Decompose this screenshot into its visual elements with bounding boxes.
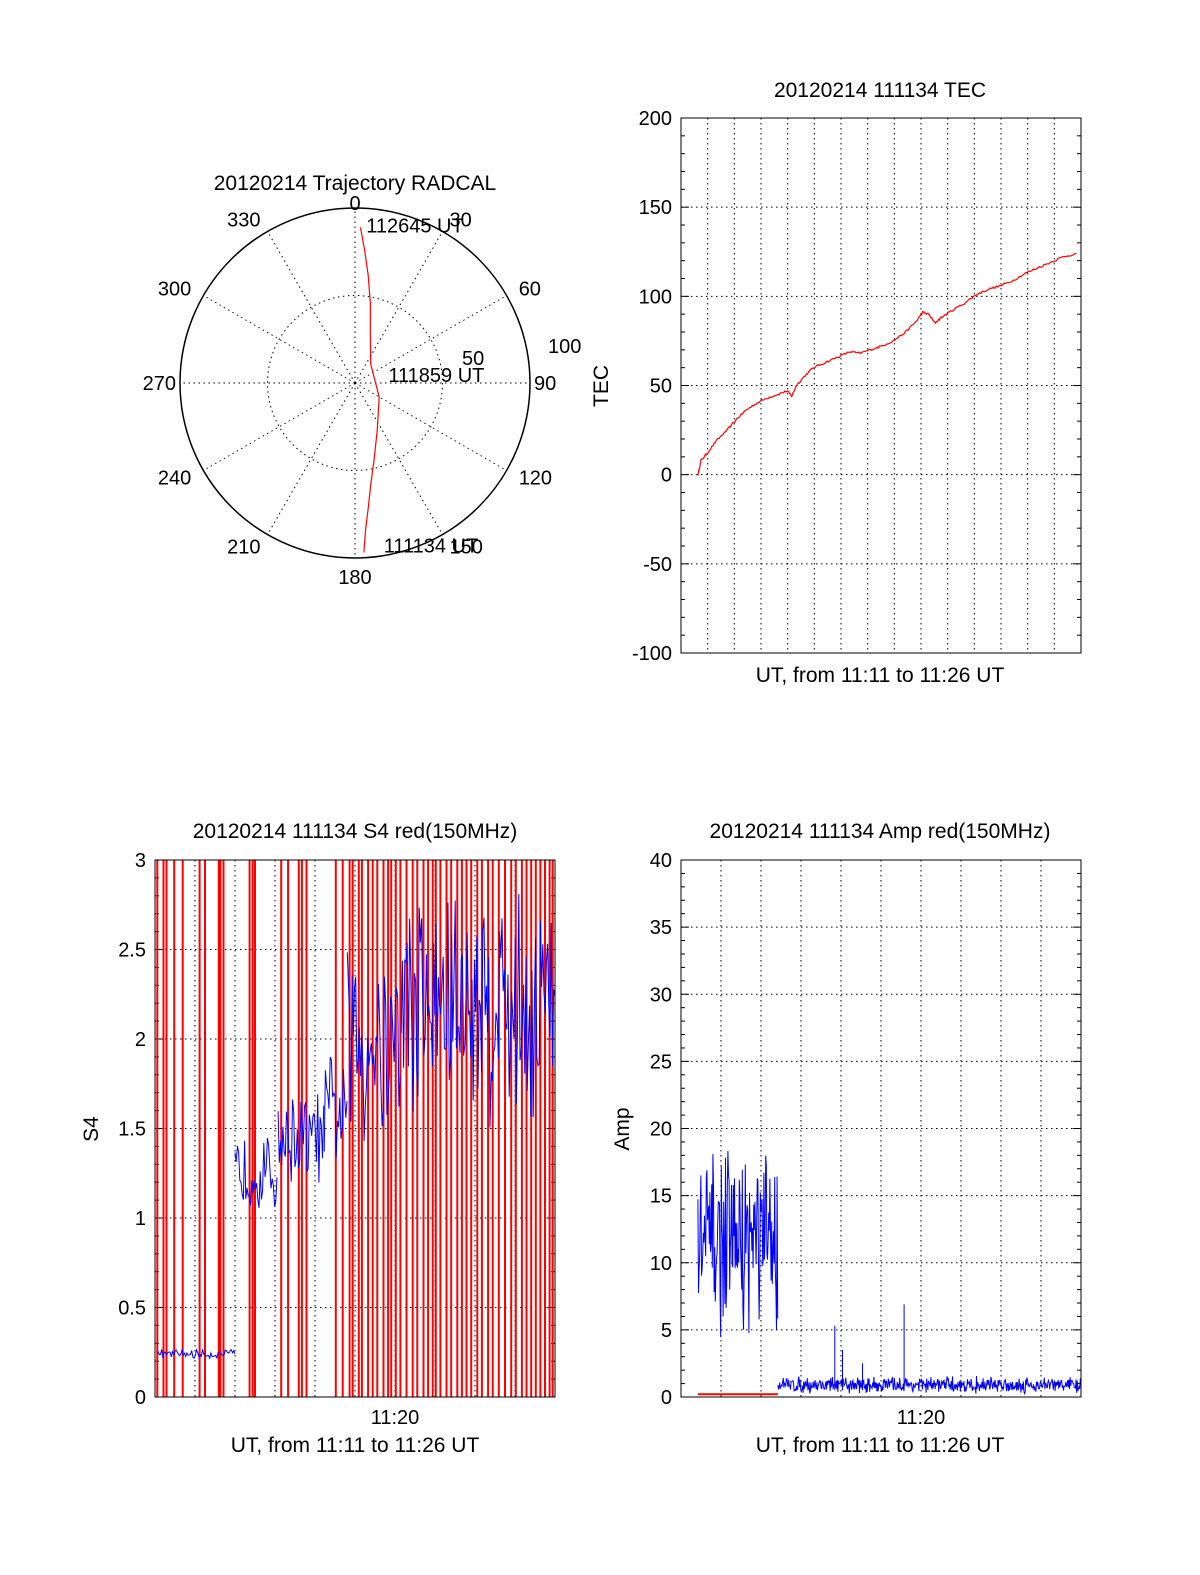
polar-grid-circle-50	[267, 295, 443, 471]
polar-spoke-30	[354, 231, 443, 384]
amp-yticks-8: 0	[661, 1387, 672, 1409]
polar-radius-label-50: 50	[462, 348, 484, 370]
polar-title: 20120214 Trajectory RADCAL	[214, 172, 497, 195]
polar-angle-label-240: 240	[158, 468, 191, 490]
polar-angle-label-270: 270	[143, 373, 176, 395]
polar-trajectory-panel: 20120214 Trajectory RADCAL 0 30 60 90 120 150…	[143, 172, 582, 589]
s4-x-tick-label: 11:20	[371, 1407, 420, 1429]
s4-grid	[155, 859, 555, 1398]
polar-angle-label-150: 150	[450, 537, 483, 559]
polar-annotations: 112645 UT 111859 UT 111134 UT	[366, 216, 484, 558]
s4-y-label: S4	[80, 1116, 103, 1142]
tec-title: 20120214 111134 TEC	[774, 79, 986, 102]
polar-trajectory-line	[359, 227, 380, 553]
s4-yticks-0: 3	[135, 850, 146, 872]
polar-angle-label-60: 60	[519, 279, 541, 301]
amp-yticks-6: 10	[650, 1253, 672, 1275]
amp-yticks-5: 15	[650, 1186, 672, 1208]
polar-angle-label-120: 120	[519, 468, 552, 490]
amp-blue-series-line	[697, 1150, 1082, 1396]
polar-angle-label-210: 210	[227, 537, 260, 559]
tec-series-line	[697, 252, 1077, 476]
polar-angle-label-30: 30	[450, 209, 472, 231]
s4-panel: 20120214 111134 S4 red(150MHz) 3 2.5 2 1.5 1…	[80, 820, 556, 1457]
polar-annotation-1: 111859 UT	[388, 365, 484, 387]
amp-yticks-4: 20	[650, 1119, 672, 1141]
polar-angle-labels: 0 30 60 90 120 150 180 210 240 270 300 330	[143, 193, 557, 589]
tec-yticks-2: 100	[639, 286, 672, 308]
tec-yticks-0: 200	[639, 108, 672, 130]
amp-y-label: Amp	[611, 1107, 634, 1150]
s4-yticks-2: 2	[135, 1029, 146, 1051]
s4-frame	[154, 859, 556, 1398]
s4-yticks-1: 2.5	[118, 940, 146, 962]
tec-yticks-3: 50	[650, 376, 672, 398]
s4-yticks-5: 0.5	[118, 1298, 146, 1320]
polar-spoke-300	[203, 295, 356, 384]
polar-spoke-150	[354, 382, 443, 535]
s4-y-tick-labels: 3 2.5 2 1.5 1 0.5 0	[118, 850, 146, 1409]
tec-y-tick-labels: 200 150 100 50 0 -50 -100	[632, 108, 672, 665]
amp-yticks-0: 40	[650, 850, 672, 872]
amp-panel: 20120214 111134 Amp red(150MHz) 40 35 30 25…	[611, 820, 1082, 1457]
tec-grid	[681, 117, 1081, 654]
polar-spoke-330	[267, 231, 356, 384]
amp-x-label: UT, from 11:11 to 11:26 UT	[756, 1434, 1005, 1457]
polar-spoke-210	[267, 382, 356, 535]
s4-yticks-3: 1.5	[118, 1119, 146, 1141]
polar-outer-circle	[179, 207, 531, 559]
s4-title: 20120214 111134 S4 red(150MHz)	[193, 820, 518, 843]
tec-yticks-6: -100	[632, 643, 672, 665]
polar-annotation-2: 111134 UT	[384, 536, 479, 558]
polar-grid	[179, 207, 531, 559]
polar-angle-label-180: 180	[338, 567, 371, 589]
amp-grid	[681, 859, 1081, 1398]
tec-panel: 20120214 111134 TEC 200150100500-50-100 …	[590, 79, 1082, 687]
tec-yticks-1: 150	[639, 197, 672, 219]
tec-x-label: UT, from 11:11 to 11:26 UT	[756, 664, 1005, 687]
tec-y-label: TEC	[590, 365, 613, 407]
amp-frame	[680, 859, 1082, 1398]
amp-x-tick-label: 11:20	[897, 1407, 946, 1429]
polar-spoke-120	[354, 382, 507, 471]
polar-radius-label-100: 100	[548, 336, 581, 358]
tec-frame	[680, 117, 1082, 654]
amp-yticks-7: 5	[661, 1320, 672, 1342]
amp-yticks-1: 35	[650, 917, 672, 939]
polar-angle-label-330: 330	[227, 209, 260, 231]
polar-angle-label-0: 0	[349, 193, 360, 215]
amp-title: 20120214 111134 Amp red(150MHz)	[710, 820, 1051, 843]
polar-angle-label-300: 300	[158, 279, 191, 301]
polar-angle-label-90: 90	[534, 373, 556, 395]
amp-yticks-2: 30	[650, 984, 672, 1006]
s4-x-label: UT, from 11:11 to 11:26 UT	[231, 1434, 480, 1457]
s4-blue-series-line	[157, 893, 556, 1360]
amp-yticks-3: 25	[650, 1051, 672, 1073]
tec-yticks-5: -50	[643, 554, 672, 576]
amp-y-tick-labels: 40 35 30 25 20 15 10 5 0	[650, 850, 672, 1409]
polar-spoke-240	[203, 382, 356, 471]
polar-spoke-60	[354, 295, 507, 384]
s4-yticks-6: 0	[135, 1387, 146, 1409]
polar-annotation-0: 112645 UT	[366, 216, 463, 238]
tec-yticks-4: 0	[661, 465, 672, 487]
s4-yticks-4: 1	[135, 1208, 146, 1230]
